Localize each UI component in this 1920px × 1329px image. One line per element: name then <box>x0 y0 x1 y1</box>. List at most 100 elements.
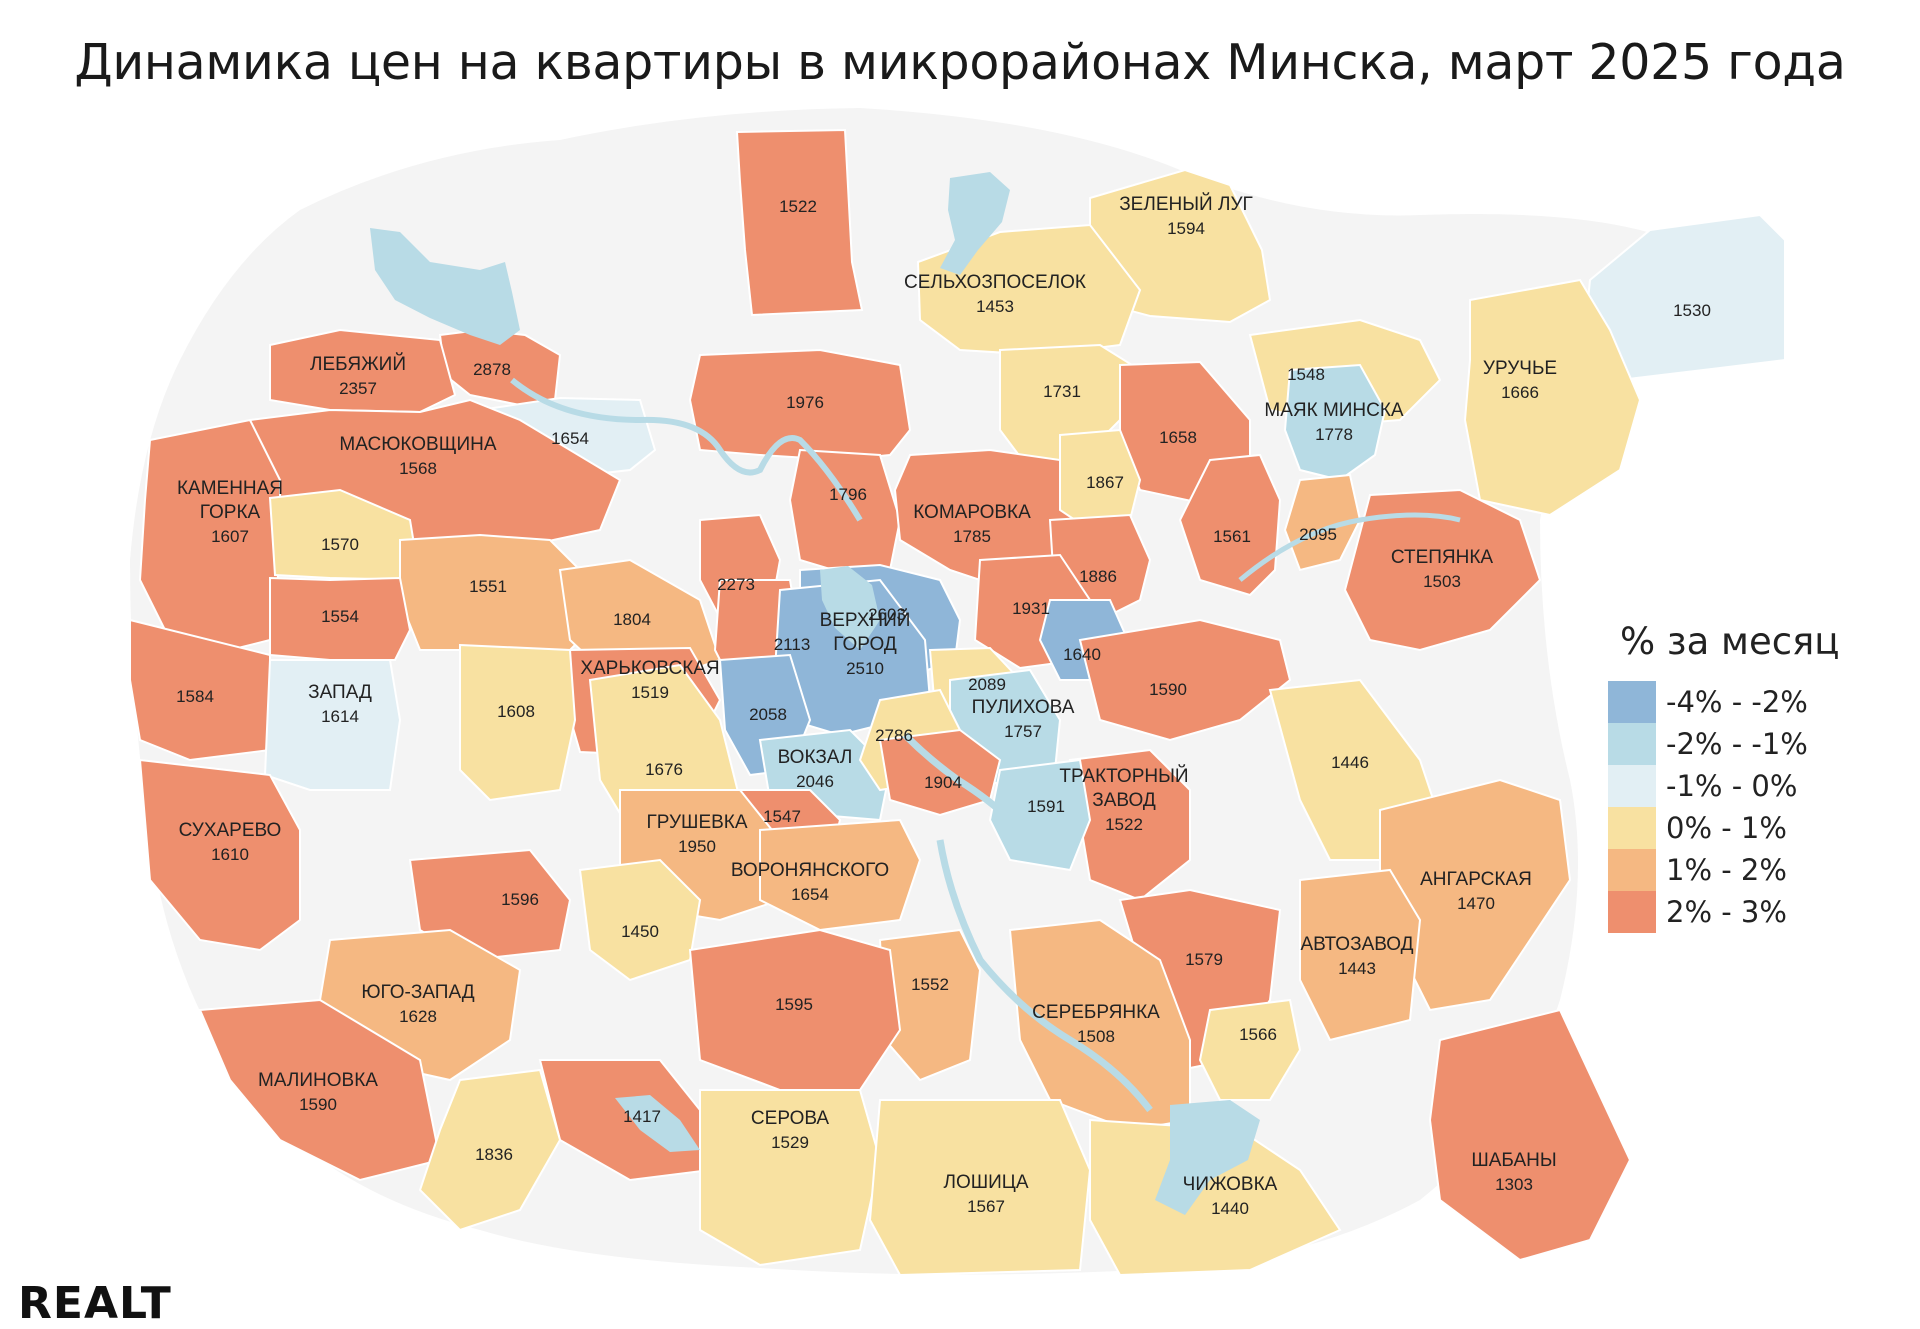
district-price: 1676 <box>645 760 683 779</box>
district-price: 1547 <box>763 807 801 826</box>
district-area <box>1283 473 1362 572</box>
lake-southwest <box>615 1095 700 1152</box>
district-area <box>129 618 271 762</box>
district-name: МАЛИНОВКА <box>258 1070 378 1091</box>
district-area <box>788 448 902 577</box>
district-price: 1950 <box>678 837 716 856</box>
district-price: 1596 <box>501 890 539 909</box>
district-area <box>988 758 1092 872</box>
district-price: 1640 <box>1063 645 1101 664</box>
district-name: АВТОЗАВОД <box>1300 934 1413 955</box>
district-price: 1579 <box>1185 950 1223 969</box>
district-name: ВЕРХНИЙ <box>820 609 911 631</box>
page-title: Динамика цен на квартиры в микрорайонах … <box>74 34 1846 91</box>
district-name: ТРАКТОРНЫЙ <box>1059 765 1188 787</box>
district-area <box>418 1068 562 1232</box>
district-price: 1453 <box>976 297 1014 316</box>
district-price: 1658 <box>1159 428 1197 447</box>
district-area <box>1283 363 1387 482</box>
water-bodies <box>370 172 1461 1215</box>
district-area <box>459 643 577 802</box>
district-price: 2046 <box>796 772 834 791</box>
district-area <box>1299 868 1422 1042</box>
legend-item: 0% - 1% <box>1608 807 1908 849</box>
district-price: 1303 <box>1495 1175 1533 1194</box>
legend-swatch <box>1608 765 1656 807</box>
district-price: 1590 <box>1149 680 1187 699</box>
district-price: 1590 <box>299 1095 337 1114</box>
district-name: СУХАРЕВО <box>179 820 282 841</box>
district-price: 1522 <box>1105 815 1143 834</box>
district-name: ГРУШЕВКА <box>646 812 747 833</box>
river-svisloch-south <box>936 839 1153 1113</box>
lake-zaslavl <box>940 172 1010 275</box>
district-price: 1931 <box>1012 599 1050 618</box>
lake-chizhovka <box>1155 1100 1260 1215</box>
district-price: 1552 <box>911 975 949 994</box>
district-area <box>138 758 301 952</box>
district-area <box>916 223 1142 357</box>
river-svisloch-north <box>510 377 863 522</box>
district-price: 2786 <box>875 726 913 745</box>
legend-title: % за месяц <box>1620 620 1840 663</box>
legend-label: 0% - 1% <box>1666 811 1787 845</box>
legend-item: 1% - 2% <box>1608 849 1908 891</box>
district-price: 1519 <box>631 683 669 702</box>
district-price: 1614 <box>321 707 359 726</box>
district-price: 1568 <box>399 459 437 478</box>
district-price: 2095 <box>1299 525 1337 544</box>
district-price: 2603 <box>868 605 906 624</box>
district-area <box>1463 278 1642 517</box>
river-svisloch-center <box>902 732 1052 852</box>
district-price: 1470 <box>1457 894 1495 913</box>
district-price: 1904 <box>924 773 962 792</box>
district-price: 1666 <box>1501 383 1539 402</box>
district-name: МАЯК МИНСКА <box>1264 400 1404 421</box>
legend-swatch <box>1608 681 1656 723</box>
lake-drazdy <box>370 228 520 345</box>
district-price: 2273 <box>717 575 755 594</box>
district-area <box>868 1099 1092 1277</box>
district-area <box>1078 618 1292 742</box>
district-area <box>138 418 281 652</box>
district-price: 2113 <box>774 635 811 654</box>
district-price: 1796 <box>829 485 867 504</box>
district-area <box>198 998 442 1182</box>
district-price: 1508 <box>1077 1027 1115 1046</box>
legend-item: -1% - 0% <box>1608 765 1908 807</box>
district-price: 2510 <box>846 659 884 678</box>
district-price: 1551 <box>469 577 507 596</box>
district-name: ГОРОД <box>833 634 897 655</box>
district-price: 2878 <box>473 360 511 379</box>
district-name: МАСЮКОВЩИНА <box>339 434 496 455</box>
district-area <box>1178 453 1282 597</box>
district-price: 1595 <box>775 995 813 1014</box>
district-price: 1757 <box>1004 722 1042 741</box>
lake-komsomol <box>820 566 880 650</box>
district-area <box>688 928 902 1091</box>
district-name: ВОРОНЯНСКОГО <box>731 860 889 881</box>
district-price: 1976 <box>786 393 824 412</box>
district-price: 1654 <box>551 429 589 448</box>
district-price: 2058 <box>749 705 787 724</box>
district-name: ЛЕБЯЖИЙ <box>310 353 406 375</box>
district-name: ЧИЖОВКА <box>1183 1174 1278 1195</box>
district-price: 1561 <box>1213 527 1251 546</box>
district-price: 1440 <box>1211 1199 1249 1218</box>
district-price: 1584 <box>176 687 214 706</box>
district-name: СЕЛЬХОЗПОСЕЛОК <box>904 272 1086 293</box>
district-name: ЗАПАД <box>308 682 372 703</box>
legend-swatch <box>1608 891 1656 933</box>
district-area <box>1343 488 1542 652</box>
district-name: ЗАВОД <box>1092 790 1156 811</box>
district-price: 1548 <box>1287 365 1325 384</box>
district-name: ГОРКА <box>200 502 261 523</box>
district-area <box>269 576 412 661</box>
district-price: 1522 <box>779 197 817 216</box>
district-area <box>269 328 457 414</box>
district-name: СЕРОВА <box>751 1108 829 1129</box>
district-name: ЗЕЛЕНЫЙ ЛУГ <box>1119 193 1253 215</box>
district-price: 1628 <box>399 1007 437 1026</box>
district-price: 1654 <box>791 885 829 904</box>
